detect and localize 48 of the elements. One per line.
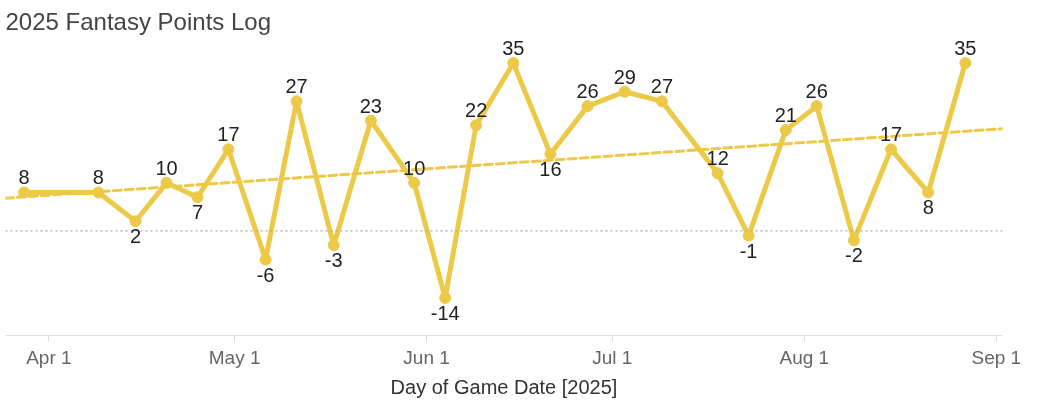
data-label: 23: [359, 94, 382, 117]
point: [711, 167, 724, 180]
data-label: 7: [191, 201, 204, 224]
chart-title: 2025 Fantasy Points Log: [5, 7, 272, 35]
point: [470, 119, 483, 132]
data-label: 27: [650, 75, 674, 98]
data-label: 26: [576, 80, 599, 103]
data-label: 10: [155, 156, 178, 179]
point: [810, 100, 823, 113]
data-label: 16: [539, 158, 562, 181]
data-label: 21: [774, 104, 797, 127]
point: [779, 124, 792, 137]
data-label: 17: [217, 123, 240, 146]
data-label: -2: [844, 244, 863, 267]
x-tick-label: Jul 1: [592, 346, 633, 368]
point: [364, 114, 377, 127]
data-label: 8: [922, 196, 934, 219]
data-label: 8: [92, 166, 104, 189]
x-tick-label: Jun 1: [403, 346, 450, 368]
data-label: -3: [324, 249, 343, 272]
x-tick-label: Aug 1: [779, 346, 830, 368]
point: [922, 186, 935, 199]
data-label: -6: [256, 263, 275, 286]
data-label: 29: [613, 65, 636, 88]
data-label: -14: [430, 301, 460, 324]
x-tick-label: Sep 1: [971, 346, 1022, 368]
point: [507, 57, 520, 69]
x-axis-title: Day of Game Date [2025]: [390, 375, 618, 398]
data-label: 35: [502, 36, 525, 59]
x-tick-label: May 1: [208, 346, 261, 368]
data-label: 12: [706, 147, 729, 170]
data-label: 2: [129, 225, 142, 248]
point: [408, 176, 421, 189]
data-label: -1: [739, 239, 758, 262]
point: [655, 95, 668, 108]
data-label: 27: [285, 75, 308, 98]
data-label: 8: [18, 166, 30, 189]
point: [885, 143, 898, 156]
data-label: 26: [805, 80, 828, 103]
point: [618, 85, 631, 98]
point: [327, 239, 340, 252]
data-label: 35: [954, 36, 977, 59]
x-tick-label: Apr 1: [26, 346, 72, 368]
point: [959, 57, 972, 69]
point: [222, 143, 235, 156]
point: [191, 191, 204, 204]
point: [129, 215, 142, 228]
point: [581, 100, 594, 113]
